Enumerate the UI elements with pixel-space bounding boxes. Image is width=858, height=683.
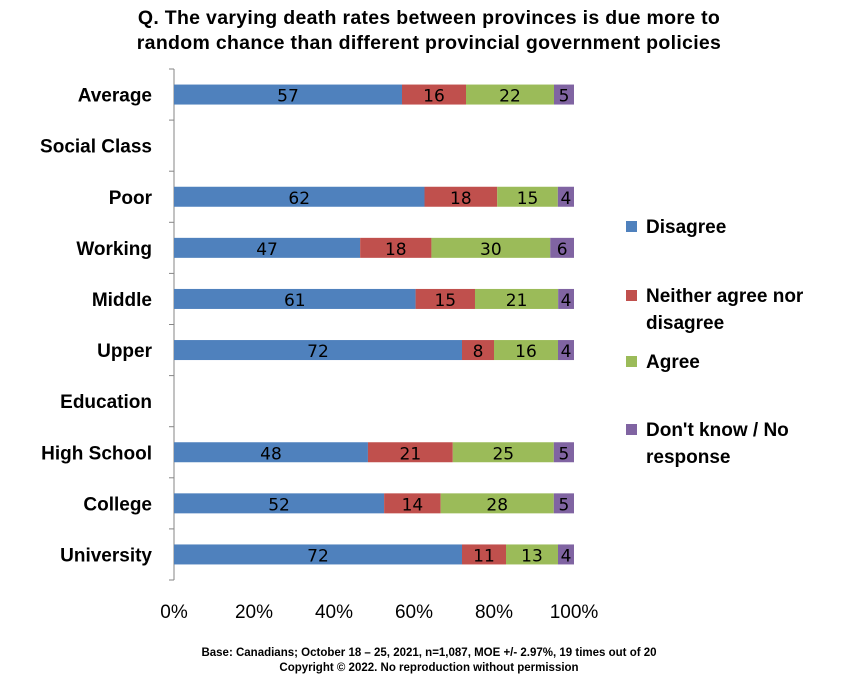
bar-average-agree (466, 84, 554, 105)
data-label-upper-don-t-know-no-response: 4 (561, 342, 572, 362)
data-label-university-don-t-know-no-response: 4 (561, 546, 572, 566)
bar-middle-don-t-know-no-response (558, 288, 574, 309)
category-label-high-school: High School (41, 443, 152, 464)
data-label-middle-disagree: 61 (284, 291, 306, 311)
bar-upper-agree (494, 340, 558, 361)
data-label-university-neither-agree-nor-disagree: 11 (473, 546, 495, 566)
category-label-working: Working (76, 239, 152, 260)
bar-high-school-don-t-know-no-response (553, 442, 574, 463)
data-label-university-agree: 13 (521, 546, 543, 566)
bar-college-disagree (174, 493, 385, 514)
data-label-poor-don-t-know-no-response: 4 (561, 189, 572, 209)
chart-title-line-2: random chance than different provincial … (136, 32, 722, 54)
x-tick-label: 60% (395, 602, 433, 623)
x-tick-label: 100% (550, 602, 599, 623)
bar-college-neither-agree-nor-disagree (384, 493, 441, 514)
bar-upper-don-t-know-no-response (558, 340, 574, 361)
data-label-poor-agree: 15 (517, 189, 539, 209)
bar-college-agree (440, 493, 554, 514)
data-label-high-school-don-t-know-no-response: 5 (558, 444, 569, 464)
data-label-middle-don-t-know-no-response: 4 (561, 291, 572, 311)
bar-middle-neither-agree-nor-disagree (415, 288, 475, 309)
bar-working-neither-agree-nor-disagree (360, 237, 432, 258)
data-label-average-agree: 22 (499, 87, 521, 107)
data-label-working-agree: 30 (480, 240, 502, 260)
bar-high-school-disagree (174, 442, 368, 463)
data-label-average-neither-agree-nor-disagree: 16 (423, 87, 445, 107)
category-label-college: College (83, 494, 152, 515)
bar-working-don-t-know-no-response (550, 237, 574, 258)
bar-middle-disagree (174, 288, 416, 309)
x-tick-label: 80% (475, 602, 513, 623)
bar-upper-disagree (174, 340, 462, 361)
bar-poor-disagree (174, 186, 425, 207)
data-label-working-neither-agree-nor-disagree: 18 (385, 240, 407, 260)
bar-university-agree (506, 544, 558, 565)
bar-working-agree (431, 237, 551, 258)
category-label-university: University (60, 545, 152, 566)
category-label-middle: Middle (92, 290, 152, 311)
bar-university-neither-agree-nor-disagree (462, 544, 506, 565)
data-label-high-school-neither-agree-nor-disagree: 21 (400, 444, 422, 464)
footer-base: Base: Canadians; October 18 – 25, 2021, … (201, 647, 657, 659)
bar-high-school-neither-agree-nor-disagree (367, 442, 453, 463)
legend-swatch-dontknow (626, 424, 637, 435)
data-label-average-disagree: 57 (277, 87, 299, 107)
data-label-middle-neither-agree-nor-disagree: 15 (434, 291, 456, 311)
footer-copyright: Copyright © 2022. No reproduction withou… (279, 662, 579, 674)
data-label-college-agree: 28 (486, 495, 508, 515)
category-label-average: Average (78, 86, 152, 107)
legend-swatch-agree (626, 356, 637, 367)
legend-label-dontknow-line-1: Don't know / No (646, 420, 789, 441)
data-label-university-disagree: 72 (307, 546, 329, 566)
category-label-poor: Poor (109, 188, 153, 209)
data-label-upper-neither-agree-nor-disagree: 8 (473, 342, 484, 362)
data-label-college-don-t-know-no-response: 5 (558, 495, 569, 515)
chart-title: Q. The varying death rates between provi… (0, 6, 858, 56)
data-label-middle-agree: 21 (506, 291, 528, 311)
bar-middle-agree (474, 288, 559, 309)
data-label-working-disagree: 47 (256, 240, 278, 260)
bar-high-school-agree (452, 442, 554, 463)
bar-working-disagree (174, 237, 361, 258)
bar-average-don-t-know-no-response (554, 84, 574, 105)
bar-average-disagree (174, 84, 402, 105)
legend-swatch-neither (626, 290, 637, 301)
chart-title-line-1: Q. The varying death rates between provi… (137, 7, 721, 29)
bar-poor-neither-agree-nor-disagree (424, 186, 498, 207)
data-label-upper-disagree: 72 (307, 342, 329, 362)
legend-label-agree: Agree (646, 352, 700, 373)
data-label-high-school-agree: 25 (492, 444, 514, 464)
x-tick-label: 40% (315, 602, 353, 623)
category-label-social-class: Social Class (40, 137, 152, 158)
legend-label-disagree: Disagree (646, 217, 727, 238)
data-label-working-don-t-know-no-response: 6 (557, 240, 568, 260)
legend-swatch-disagree (626, 221, 637, 232)
data-label-college-neither-agree-nor-disagree: 14 (402, 495, 424, 515)
data-label-poor-neither-agree-nor-disagree: 18 (450, 189, 472, 209)
bar-university-disagree (174, 544, 462, 565)
data-label-college-disagree: 52 (268, 495, 290, 515)
legend-label-neither-line-1: Neither agree nor (646, 286, 804, 307)
category-label-upper: Upper (97, 341, 153, 362)
data-label-poor-disagree: 62 (288, 189, 310, 209)
x-tick-label: 20% (235, 602, 273, 623)
bar-upper-neither-agree-nor-disagree (462, 340, 494, 361)
category-label-education: Education (60, 392, 152, 413)
bar-poor-don-t-know-no-response (557, 186, 574, 207)
x-tick-label: 0% (160, 602, 188, 623)
bar-poor-agree (497, 186, 558, 207)
legend-label-neither-line-2: disagree (646, 313, 725, 334)
data-label-upper-agree: 16 (515, 342, 537, 362)
bar-university-don-t-know-no-response (558, 544, 574, 565)
bar-college-don-t-know-no-response (553, 493, 574, 514)
data-label-average-don-t-know-no-response: 5 (559, 87, 570, 107)
data-label-high-school-disagree: 48 (260, 444, 282, 464)
bar-average-neither-agree-nor-disagree (402, 84, 466, 105)
legend-label-dontknow-line-2: response (646, 447, 731, 468)
